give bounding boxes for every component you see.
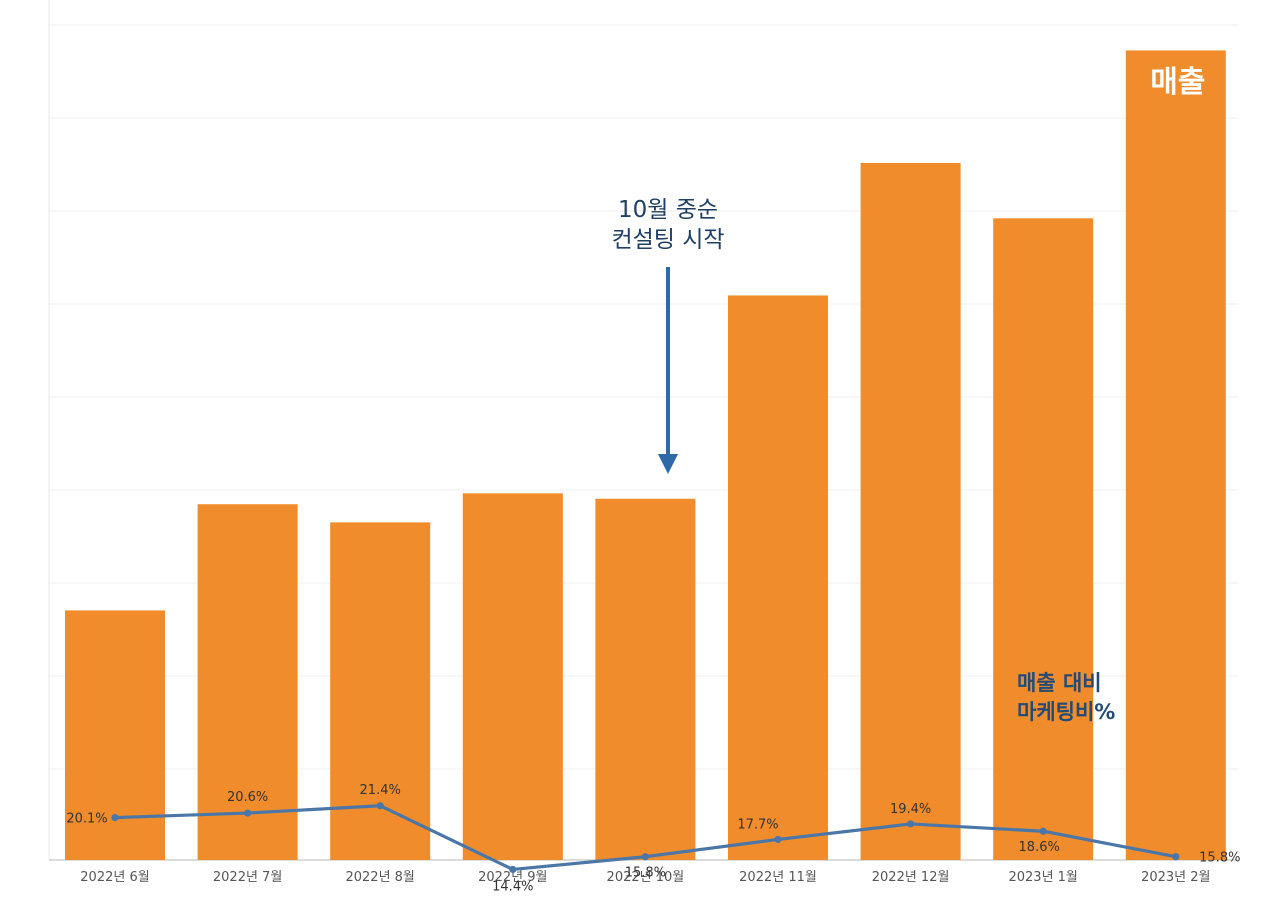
- ratio-data-label: 20.1%: [66, 812, 107, 827]
- x-tick-label: 2023년 2월: [1141, 870, 1210, 885]
- annotation-arrow-head: [658, 454, 678, 474]
- x-tick-label: 2022년 6월: [80, 870, 149, 885]
- annotation-line1: 10월 중순: [618, 197, 718, 223]
- x-tick-label: 2022년 11월: [739, 870, 817, 885]
- bars: [65, 50, 1226, 861]
- bar: [197, 504, 298, 860]
- bar: [728, 295, 828, 860]
- line-series-label-line2: 마케팅비%: [1017, 700, 1115, 724]
- x-tick-label: 2022년 8월: [345, 870, 414, 885]
- ratio-point: [376, 802, 384, 810]
- bar: [993, 218, 1094, 860]
- ratio-data-label: 20.6%: [227, 790, 268, 805]
- ratio-point: [641, 853, 650, 861]
- ratio-data-label: 15.8%: [625, 866, 666, 881]
- ratio-line: 20.1% 20.6% 21.4% 14.4% 15.8% 17.7% 19.4% 18.6%…: [66, 783, 1240, 895]
- bar: [595, 498, 696, 860]
- ratio-point: [244, 809, 252, 817]
- x-tick-label: 2022년 10월: [607, 870, 685, 885]
- line-series-label-line1: 매출 대비: [1017, 671, 1102, 695]
- ratio-data-label: 18.6%: [1019, 840, 1060, 855]
- x-tick-label: 2022년 7월: [213, 870, 282, 885]
- ratio-data-label: 19.4%: [890, 802, 931, 817]
- ratio-data-label: 14.4%: [492, 879, 533, 894]
- ratio-point: [111, 813, 119, 822]
- ratio-point: [907, 820, 915, 828]
- bar: [860, 162, 961, 860]
- x-tick-labels: 2022년 6월 2022년 7월 2022년 8월 2022년 9월 2022년 10…: [80, 870, 1210, 885]
- ratio-point: [774, 835, 782, 844]
- x-tick-label: 2022년 12월: [872, 870, 950, 885]
- ratio-point: [1039, 827, 1047, 835]
- x-tick-label: 2023년 1월: [1008, 870, 1077, 885]
- bar-series-label: 매출: [1150, 65, 1205, 100]
- ratio-point: [1172, 853, 1180, 861]
- x-tick-label: 2022년 9월: [478, 870, 547, 885]
- annotation-line2: 컨설팅 시작: [611, 227, 724, 253]
- ratio-data-label: 17.7%: [737, 817, 778, 832]
- ratio-point: [509, 865, 517, 874]
- ratio-data-label: 21.4%: [360, 783, 401, 798]
- bar: [462, 493, 563, 860]
- ratio-data-label: 15.8%: [1199, 851, 1240, 866]
- bar: [1125, 50, 1226, 861]
